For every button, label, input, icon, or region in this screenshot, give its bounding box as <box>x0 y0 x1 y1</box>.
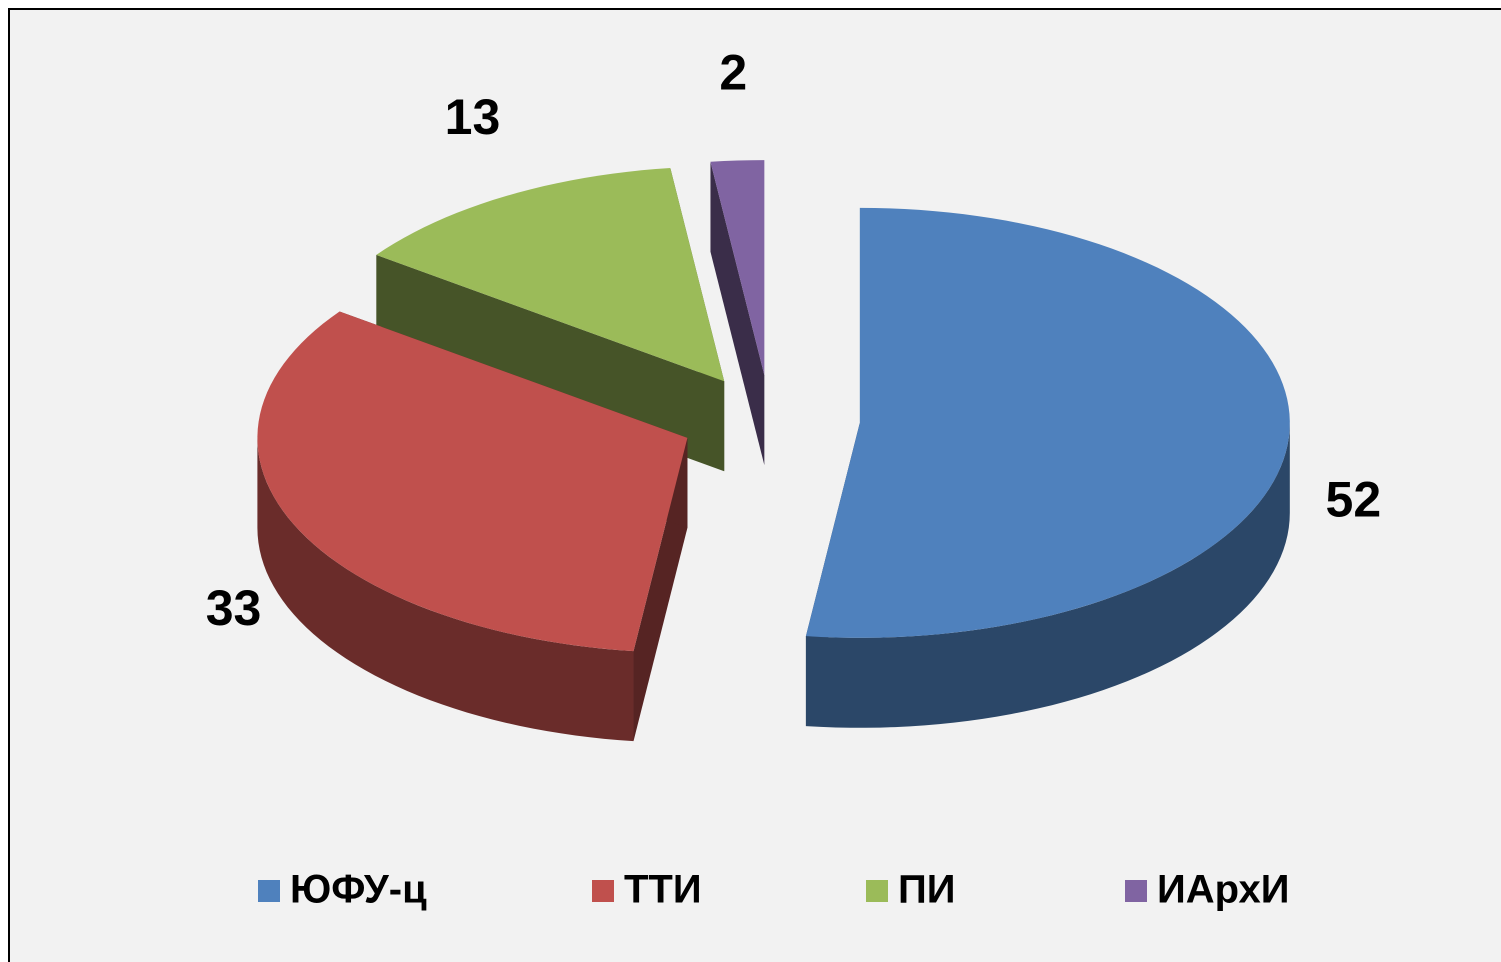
pie-slice <box>710 160 765 466</box>
legend-label: ПИ <box>898 868 956 912</box>
data-label: 52 <box>1326 472 1382 528</box>
data-label: 33 <box>206 580 262 636</box>
pie-slice <box>376 167 725 472</box>
legend-label: ТТИ <box>624 868 702 912</box>
pie-slice <box>805 207 1290 728</box>
legend-swatch <box>1125 880 1147 902</box>
data-label: 2 <box>719 44 747 100</box>
slice-rim <box>257 437 634 742</box>
legend-swatch <box>866 880 888 902</box>
slice-top <box>257 311 688 652</box>
data-label: 13 <box>445 89 501 145</box>
legend-swatch <box>258 880 280 902</box>
legend-swatch <box>592 880 614 902</box>
legend-label: ИАрхИ <box>1157 868 1290 912</box>
slice-top <box>376 167 725 382</box>
legend-label: ЮФУ-ц <box>290 868 427 912</box>
slice-wall <box>710 161 765 466</box>
slice-rim <box>805 422 1290 728</box>
slice-top <box>805 207 1290 638</box>
slice-wall <box>376 254 725 472</box>
pie-slice <box>257 311 688 742</box>
slice-top <box>710 160 765 376</box>
